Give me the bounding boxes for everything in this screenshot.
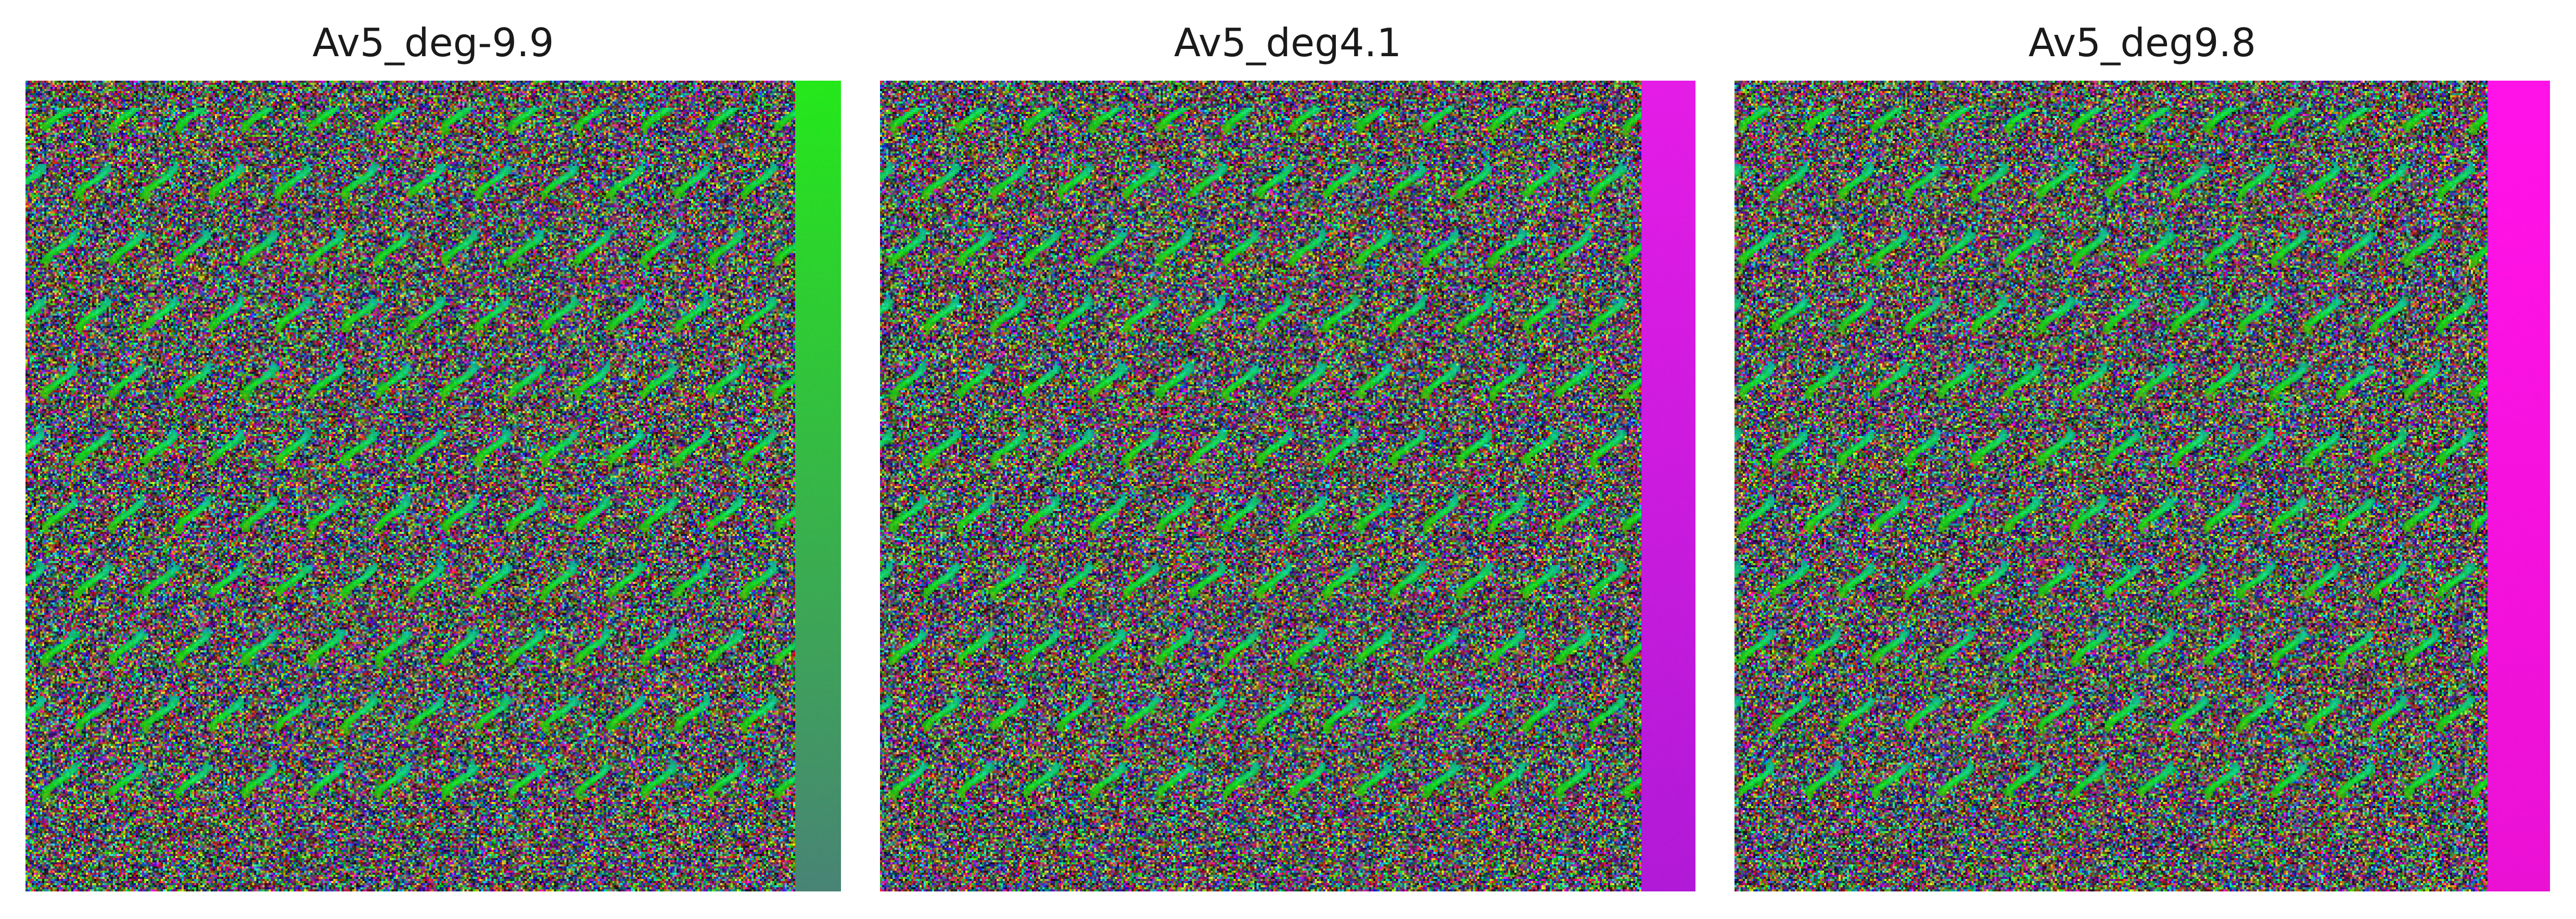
hsv-phase-map-image (1735, 81, 2550, 891)
panel-3: Av5_deg9.8 (1735, 0, 2550, 919)
panel-title: Av5_deg9.8 (2028, 20, 2256, 66)
panel-2: Av5_deg4.1 (880, 0, 1695, 919)
panel-1: Av5_deg-9.9 (25, 0, 841, 919)
hsv-phase-map-image (25, 81, 841, 891)
hsv-phase-map-image (880, 81, 1695, 891)
panel-title: Av5_deg4.1 (1174, 20, 1402, 66)
panel-title: Av5_deg-9.9 (312, 20, 554, 66)
